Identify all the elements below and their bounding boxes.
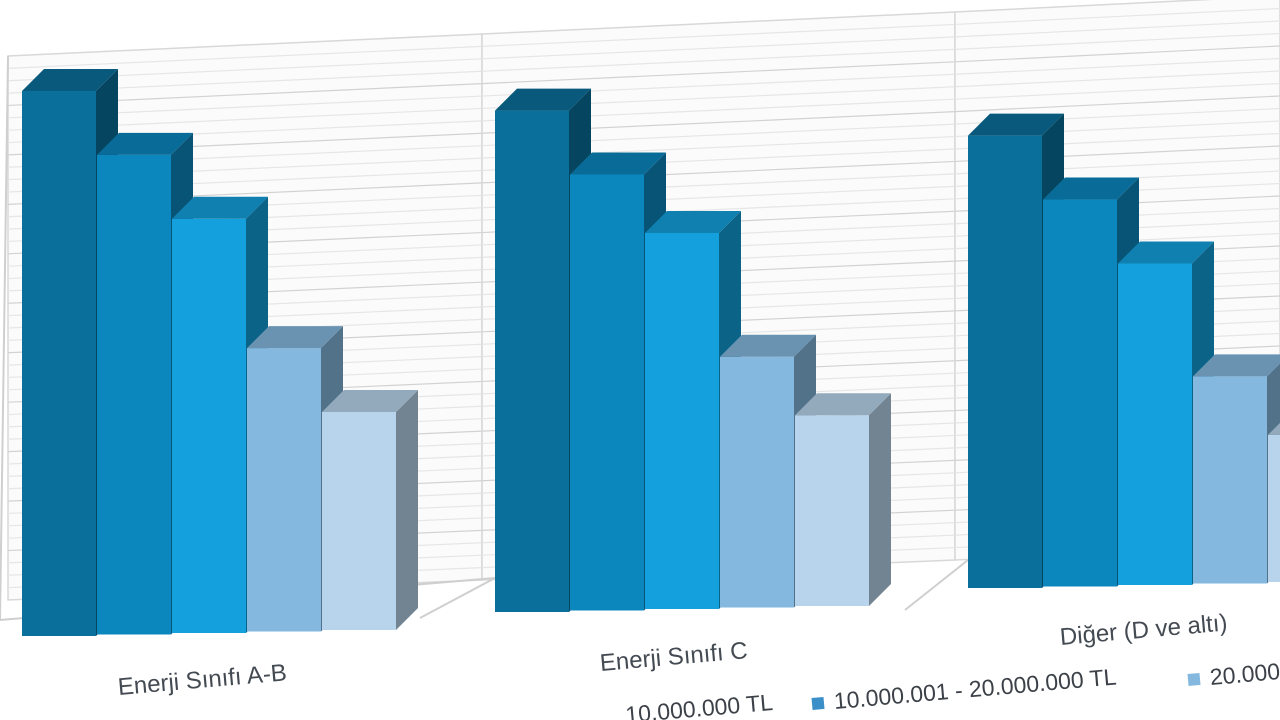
bar-front xyxy=(645,232,719,609)
bar-top xyxy=(1118,241,1214,264)
bar-top xyxy=(645,210,741,233)
bar-1-4 xyxy=(795,393,891,606)
gridline xyxy=(954,70,1280,88)
bar-top xyxy=(172,196,268,219)
gridline xyxy=(481,36,956,60)
bar-2-4 xyxy=(1268,422,1280,582)
bar-front xyxy=(97,154,171,635)
legend-swatch-10m-20m xyxy=(811,696,825,710)
bar-top xyxy=(97,132,193,155)
gridline xyxy=(481,61,956,85)
bar-top xyxy=(968,113,1064,136)
bar-top xyxy=(322,390,418,412)
bar-top xyxy=(1043,177,1139,200)
bar-front xyxy=(247,348,321,632)
bar-2-3 xyxy=(1193,354,1280,584)
bar-top xyxy=(720,334,816,357)
bar-top xyxy=(570,152,666,175)
gridline xyxy=(954,32,1280,50)
bar-front xyxy=(968,135,1042,588)
bar-0-4 xyxy=(322,390,418,630)
gridline xyxy=(481,23,956,48)
floor-edge xyxy=(419,577,496,619)
left-wall-edge xyxy=(0,55,9,621)
bar-front xyxy=(1043,199,1117,587)
bar-front xyxy=(22,91,96,636)
gridline xyxy=(954,45,1280,63)
bar-top xyxy=(22,69,118,91)
bar-front xyxy=(1118,263,1192,585)
bar-side xyxy=(396,390,418,630)
gridline xyxy=(954,82,1280,100)
floor-edge xyxy=(904,559,969,611)
legend-swatch-20m-plus xyxy=(1187,672,1201,686)
gridline xyxy=(954,20,1280,38)
bar-top xyxy=(495,88,591,111)
bar-front xyxy=(570,174,644,611)
bar-top xyxy=(795,393,891,416)
bar-front xyxy=(795,415,869,606)
bar-front xyxy=(172,218,246,634)
bar-front xyxy=(322,412,396,630)
bar-top xyxy=(247,326,343,349)
bar-front xyxy=(720,356,794,608)
gridline xyxy=(954,95,1280,113)
gridline xyxy=(481,48,956,72)
gridline xyxy=(954,7,1280,26)
bar-top xyxy=(1193,354,1280,377)
bar-front xyxy=(1193,376,1267,584)
gridline xyxy=(954,57,1280,75)
bar-side xyxy=(869,393,891,606)
bars xyxy=(22,69,1280,636)
gridline xyxy=(7,45,483,69)
bar-front xyxy=(1268,434,1280,582)
bar-front xyxy=(495,110,569,612)
bar-top xyxy=(1268,422,1280,435)
